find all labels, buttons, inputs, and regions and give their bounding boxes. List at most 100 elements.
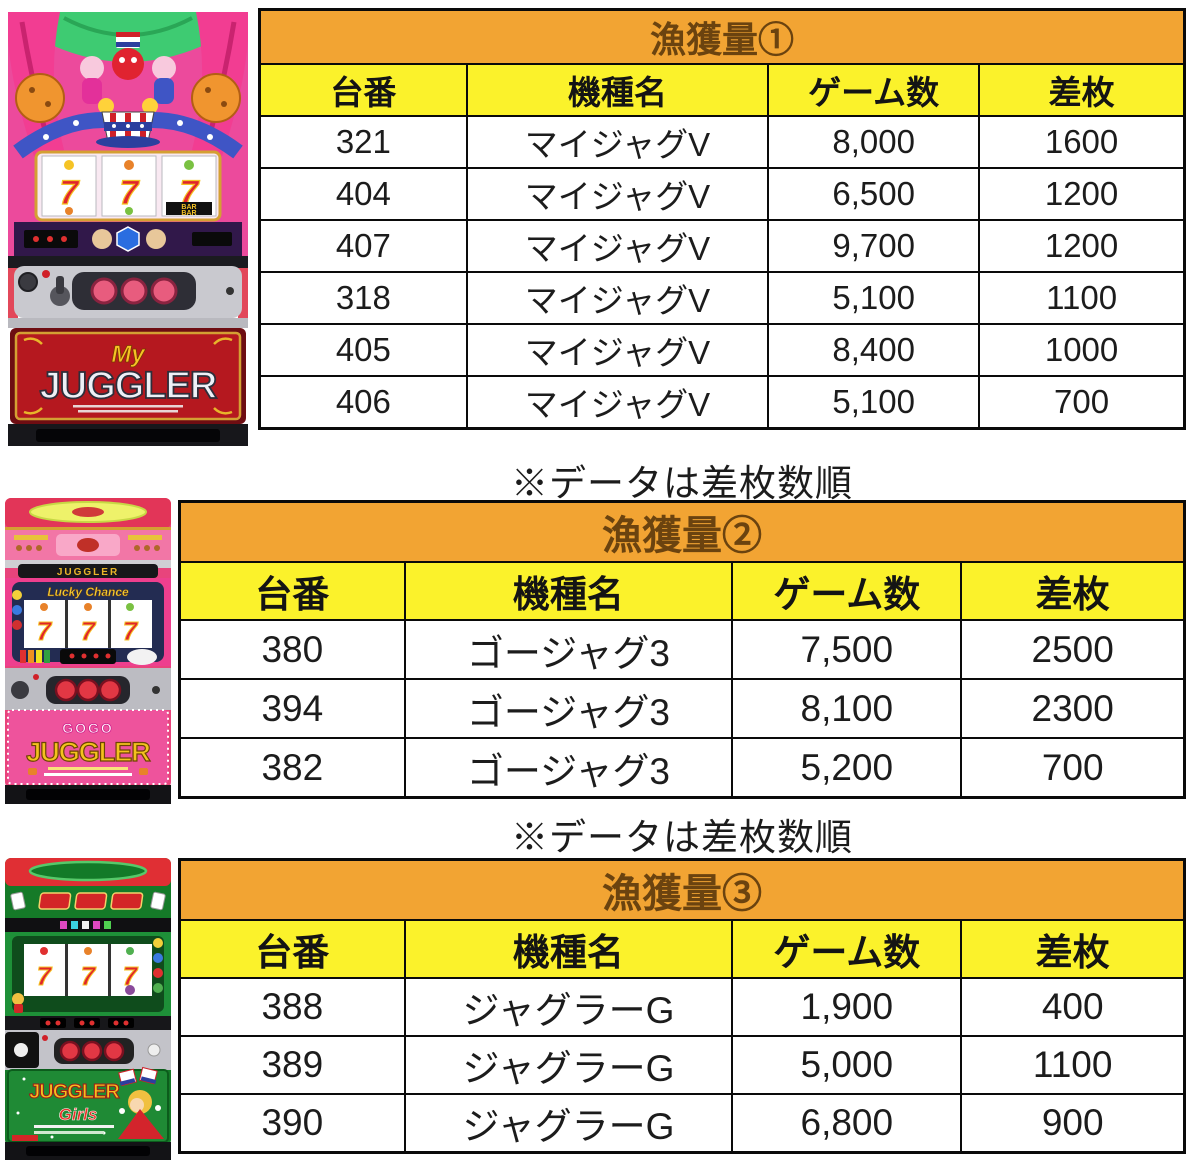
game-count: 7,500: [731, 619, 963, 680]
sort-order-note-1: ※データは差枚数順: [511, 463, 853, 504]
machine-number: 407: [258, 219, 468, 273]
model-name: ジャグラーG: [403, 1035, 734, 1095]
model-name: ジャグラーG: [403, 977, 734, 1037]
striped-hat: [96, 111, 160, 148]
model-name: マイジャグV: [465, 167, 770, 221]
game-count: 5,000: [731, 1035, 963, 1095]
col-header-game-count: ゲーム数: [731, 919, 963, 979]
game-count: 6,800: [731, 1093, 963, 1154]
model-name: マイジャグV: [465, 271, 770, 325]
model-name: マイジャグV: [465, 219, 770, 273]
catch-table-3: 漁獲量③ 台番 機種名 ゲーム数 差枚 388 ジャグラーG 1,900 400…: [178, 858, 1186, 1154]
table-row: 382 ゴージャグ3 5,200 700: [178, 737, 1186, 799]
model-name: マイジャグV: [465, 115, 770, 169]
catch-table-2: 漁獲量② 台番 機種名 ゲーム数 差枚 380 ゴージャグ3 7,500 250…: [178, 500, 1186, 799]
diff-medals: 700: [978, 375, 1186, 430]
diff-medals: 1000: [978, 323, 1186, 377]
col-header-machine-number: 台番: [258, 63, 468, 117]
col-header-game-count: ゲーム数: [731, 561, 963, 621]
control-panel: [5, 668, 171, 710]
machine-number: 390: [178, 1093, 406, 1154]
game-count: 8,100: [731, 678, 963, 739]
machine-number: 318: [258, 271, 468, 325]
machine-number: 406: [258, 375, 468, 430]
digital-band: [5, 918, 171, 932]
game-count: 5,200: [731, 737, 963, 799]
reel-seven-1: 7: [37, 616, 53, 646]
diff-medals: 2500: [960, 619, 1186, 680]
model-name: マイジャグV: [465, 323, 770, 377]
lucky-chance-banner: Lucky Chance: [47, 585, 129, 599]
reel-seven-2: 7: [120, 174, 141, 212]
my-juggler-v-machine-image: 7 7 7 BAR BAR: [6, 10, 250, 448]
model-name: ゴージャグ3: [403, 678, 734, 739]
juggler-girls-machine-image: 7 7 7: [4, 857, 172, 1160]
slot-machine-illustration-1: 7 7 7 BAR BAR: [8, 12, 248, 446]
diff-medals: 1200: [978, 219, 1186, 273]
table-3-title: 漁獲量③: [178, 858, 1186, 921]
game-count: 1,900: [731, 977, 963, 1037]
table-2-title: 漁獲量②: [178, 500, 1186, 563]
machine-number: 394: [178, 678, 406, 739]
machine-number: 321: [258, 115, 468, 169]
game-count: 9,700: [767, 219, 981, 273]
reel-seven-3: 7: [123, 961, 139, 991]
reel-seven-1: 7: [37, 961, 53, 991]
table-row: 389 ジャグラーG 5,000 1100: [178, 1035, 1186, 1095]
diff-medals: 1200: [978, 167, 1186, 221]
logo-girls: Girls: [59, 1105, 98, 1124]
sort-order-note-2: ※データは差枚数順: [511, 817, 853, 858]
reel-window: 7 7 7: [5, 932, 171, 1016]
logo-juggler: JUGGLER: [40, 365, 217, 407]
diff-medals: 400: [960, 977, 1186, 1037]
girl-figure: [118, 1066, 164, 1139]
diff-medals: 1600: [978, 115, 1186, 169]
small-juggler-logo: JUGGLER: [57, 567, 119, 578]
top-symbol-band: [5, 886, 171, 918]
col-header-diff-medals: 差枚: [960, 561, 1186, 621]
diff-medals: 1100: [978, 271, 1186, 325]
model-name: ゴージャグ3: [403, 619, 734, 680]
table-1-title: 漁獲量①: [258, 8, 1186, 65]
control-panel: [14, 266, 242, 318]
col-header-model-name: 機種名: [465, 63, 770, 117]
col-header-diff-medals: 差枚: [960, 919, 1186, 979]
table-row: 407 マイジャグV 9,700 1200: [258, 219, 1186, 273]
reel-seven-1: 7: [60, 174, 81, 212]
win-displays: [5, 1016, 171, 1030]
machine-number: 388: [178, 977, 406, 1037]
table-row: 388 ジャグラーG 1,900 400: [178, 977, 1186, 1037]
machine-number: 380: [178, 619, 406, 680]
control-panel: [5, 1030, 171, 1070]
bar-symbol-2: BAR: [181, 210, 196, 217]
machine-number: 404: [258, 167, 468, 221]
machine-number: 382: [178, 737, 406, 799]
slot-machine-illustration-2: JUGGLER Lucky Chance 7 7 7: [5, 498, 171, 804]
col-header-diff-medals: 差枚: [978, 63, 1186, 117]
logo-panel: JUGGLER Girls: [7, 1066, 169, 1143]
reel-seven-2: 7: [81, 961, 97, 991]
model-name: マイジャグV: [465, 375, 770, 430]
col-header-machine-number: 台番: [178, 561, 406, 621]
logo-panel: My JUGGLER: [10, 328, 246, 424]
clown-figure: [98, 32, 158, 114]
catch-table-1: 漁獲量① 台番 機種名 ゲーム数 差枚 321 マイジャグV 8,000 160…: [258, 8, 1186, 430]
game-count: 8,400: [767, 323, 981, 377]
count-display: [20, 649, 157, 665]
logo-juggler: JUGGLER: [29, 1081, 120, 1103]
table-row: 318 マイジャグV 5,100 1100: [258, 271, 1186, 325]
logo-my: My: [111, 341, 146, 368]
leopard-figures: [15, 73, 241, 123]
logo-juggler: JUGGLER: [26, 737, 150, 767]
col-header-model-name: 機種名: [403, 561, 734, 621]
table-row: 321 マイジャグV 8,000 1600: [258, 115, 1186, 169]
col-header-game-count: ゲーム数: [767, 63, 981, 117]
slot-machine-illustration-3: 7 7 7: [5, 858, 171, 1160]
model-name: ジャグラーG: [403, 1093, 734, 1154]
table-row: 390 ジャグラーG 6,800 900: [178, 1093, 1186, 1154]
table-row: 404 マイジャグV 6,500 1200: [258, 167, 1186, 221]
diff-medals: 700: [960, 737, 1186, 799]
counter-band: [14, 222, 242, 256]
game-count: 5,100: [767, 271, 981, 325]
col-header-machine-number: 台番: [178, 919, 406, 979]
